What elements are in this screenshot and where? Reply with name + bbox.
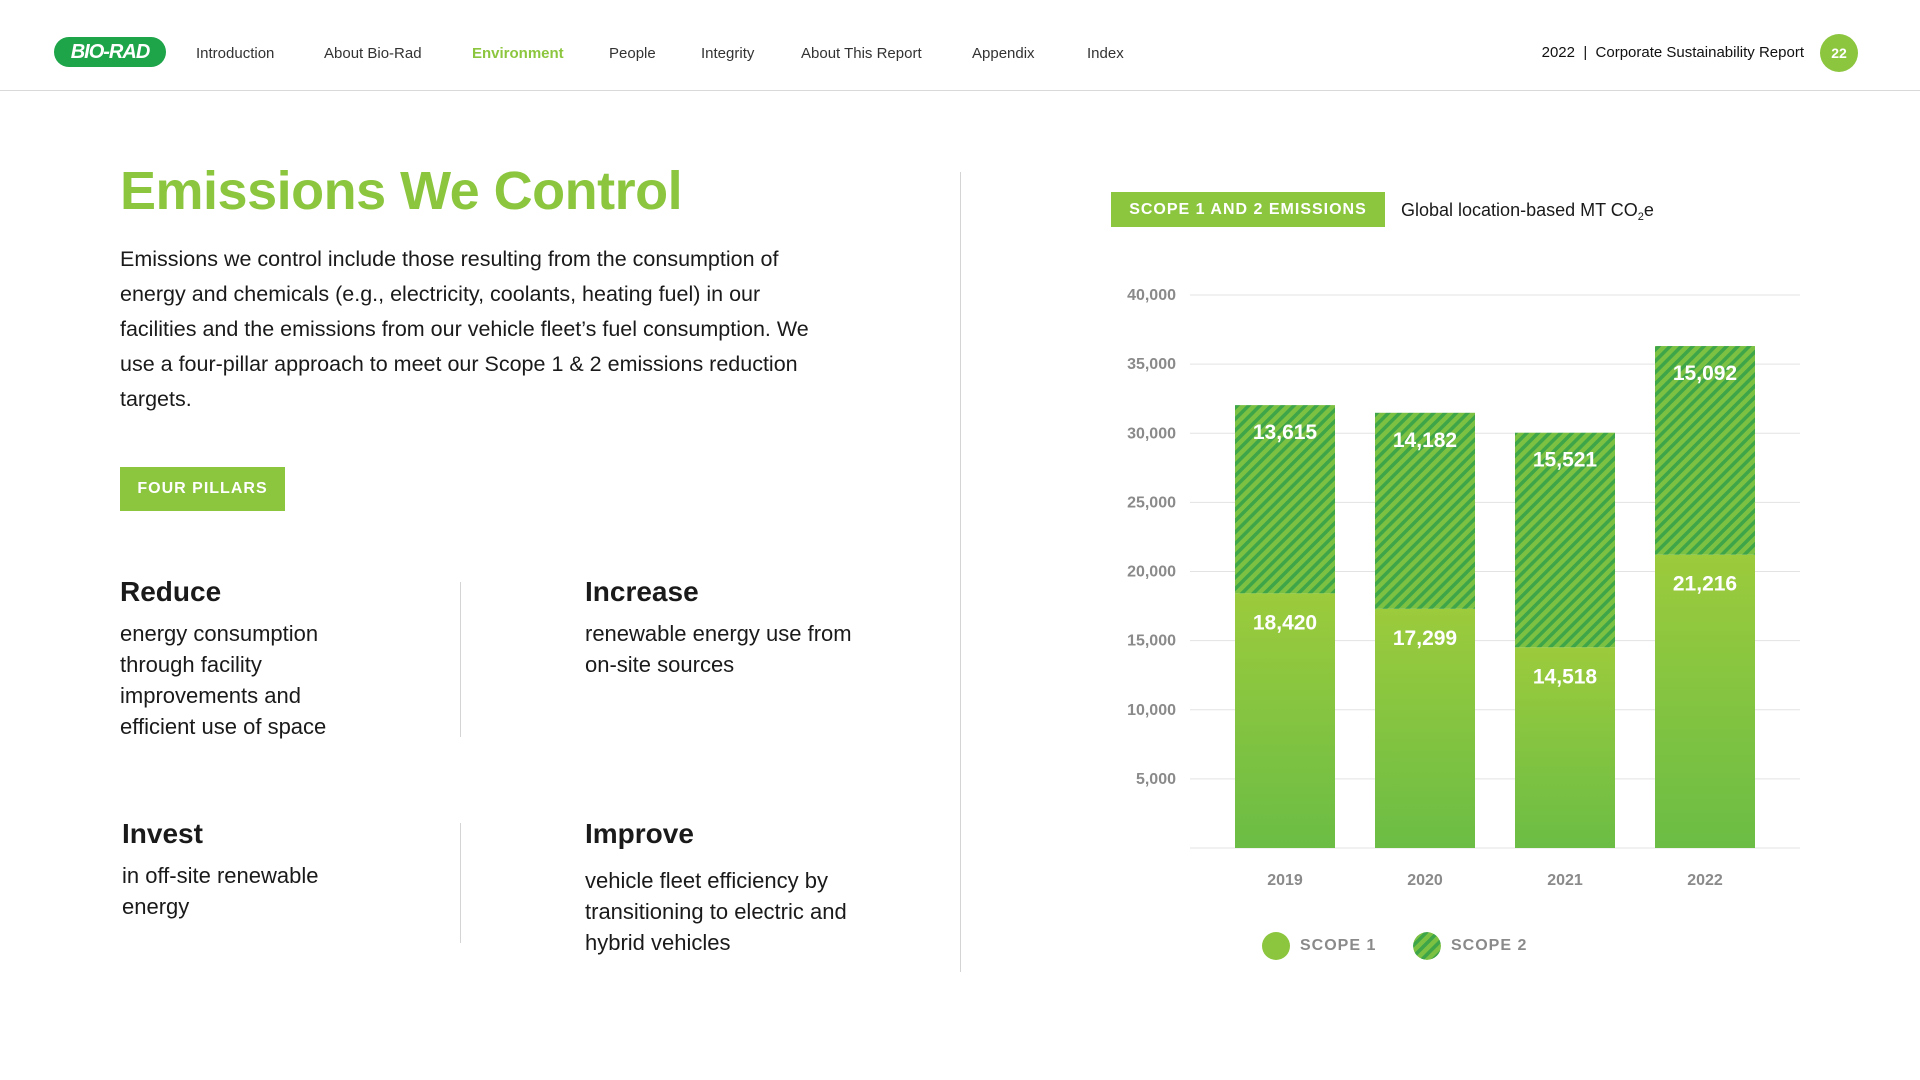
nav-item-index[interactable]: Index [1087, 45, 1124, 62]
scope-1-swatch-icon [1262, 932, 1290, 960]
pillar-increase: Increase renewable energy use from on-si… [585, 576, 855, 680]
legend-label: SCOPE 1 [1300, 937, 1377, 954]
pillar-invest: Invest in off-site renewable energy [122, 818, 382, 922]
pillar-text: in off-site renewable energy [122, 863, 319, 919]
pillar-title: Improve [585, 818, 694, 849]
y-tick-label: 30,000 [1127, 425, 1176, 442]
page-title: Emissions We Control [120, 161, 683, 221]
data-label-scope-2: 13,615 [1253, 421, 1318, 444]
y-tick-label: 10,000 [1127, 702, 1176, 719]
pillar-text: energy consumption through facility impr… [120, 621, 327, 739]
bar-scope-1-2020 [1375, 608, 1475, 848]
y-tick-label: 35,000 [1127, 356, 1176, 373]
data-label-scope-1: 18,420 [1253, 611, 1317, 634]
x-tick-label: 2021 [1547, 872, 1583, 889]
column-divider [960, 172, 961, 972]
nav-item-people[interactable]: People [609, 45, 656, 62]
nav-item-introduction[interactable]: Introduction [196, 45, 275, 62]
data-label-scope-2: 15,092 [1673, 362, 1737, 385]
scope-2-swatch-icon [1413, 932, 1441, 960]
bar-scope-1-2021 [1515, 647, 1615, 848]
bar-scope-1-2022 [1655, 554, 1755, 848]
bar-scope-2-2020 [1375, 412, 1475, 609]
pillar-divider [460, 582, 461, 737]
pillar-improve: Improve vehicle fleet efficiency by tran… [585, 818, 875, 958]
bar-scope-2-2021 [1515, 432, 1615, 648]
y-tick-label: 25,000 [1127, 494, 1176, 511]
y-tick-label: 40,000 [1127, 287, 1176, 304]
four-pillars-label: FOUR PILLARS [120, 467, 285, 511]
x-tick-label: 2019 [1267, 872, 1303, 889]
x-tick-label: 2022 [1687, 872, 1723, 889]
bar-scope-2-2019 [1235, 405, 1335, 594]
pillar-reduce: Reduce energy consumption through facili… [120, 576, 380, 742]
x-tick-label: 2020 [1407, 872, 1443, 889]
y-tick-label: 20,000 [1127, 564, 1176, 581]
nav-item-environment[interactable]: Environment [472, 45, 564, 62]
pillar-text: renewable energy use from on-site source… [585, 621, 852, 677]
bar-scope-1-2019 [1235, 593, 1335, 848]
legend-scope-1: SCOPE 1 [1262, 932, 1376, 960]
unit-tail: e [1643, 200, 1654, 220]
pillar-title: Increase [585, 576, 699, 607]
data-label-scope-2: 14,182 [1393, 429, 1457, 452]
data-label-scope-1: 14,518 [1533, 665, 1598, 688]
nav-item-about-bio-rad[interactable]: About Bio-Rad [324, 45, 422, 62]
top-nav: BIO-RAD Introduction About Bio-Rad Envir… [0, 0, 1920, 91]
legend-scope-2: SCOPE 2 [1413, 932, 1527, 960]
data-label-scope-1: 17,299 [1393, 627, 1457, 650]
data-label-scope-2: 15,521 [1533, 449, 1598, 472]
nav-item-appendix[interactable]: Appendix [972, 45, 1035, 62]
y-tick-label: 15,000 [1127, 633, 1176, 650]
pillar-text: vehicle fleet efficiency by transitionin… [585, 868, 847, 955]
legend-label: SCOPE 2 [1451, 937, 1528, 954]
unit-main: Global location-based MT CO [1401, 200, 1638, 220]
chart-title-tag: SCOPE 1 AND 2 EMISSIONS [1111, 192, 1385, 227]
unit-subscript: 2 [1637, 211, 1644, 223]
nav-item-integrity[interactable]: Integrity [701, 45, 755, 62]
y-tick-label: 5,000 [1136, 771, 1176, 788]
data-label-scope-1: 21,216 [1673, 573, 1737, 596]
pillar-title: Reduce [120, 576, 222, 607]
pillar-title: Invest [122, 818, 203, 849]
bar-scope-2-2022 [1655, 346, 1755, 555]
report-label: 2022 | Corporate Sustainability Report [1541, 44, 1804, 61]
nav-item-about-this-report[interactable]: About This Report [801, 45, 922, 62]
chart-unit-label: Global location-based MT CO2e [1401, 200, 1654, 223]
page-number-badge: 22 [1820, 34, 1858, 72]
intro-paragraph: Emissions we control include those resul… [120, 247, 809, 411]
bio-rad-logo[interactable]: BIO-RAD [54, 37, 166, 67]
pillar-divider [460, 823, 461, 943]
